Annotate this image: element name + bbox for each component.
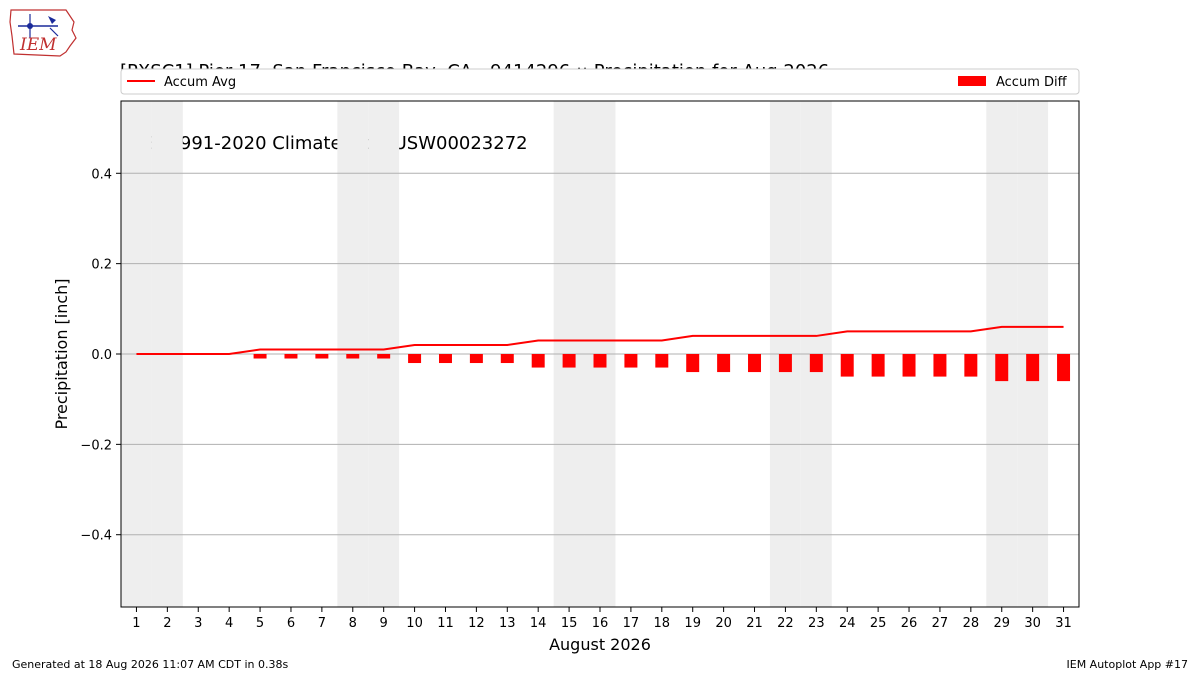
accum-diff-bar-day-24 (840, 354, 854, 377)
x-tick-label-3: 3 (194, 616, 202, 631)
x-tick-label-25: 25 (870, 616, 887, 631)
x-tick-label-8: 8 (349, 616, 357, 631)
x-tick-label-31: 31 (1055, 616, 1072, 631)
accum-diff-bar-day-18 (655, 354, 669, 368)
accum-diff-bar-day-9 (377, 354, 391, 359)
legend: Accum Avg Accum Diff (120, 68, 1080, 95)
x-tick-label-7: 7 (318, 616, 326, 631)
x-tick-label-6: 6 (287, 616, 295, 631)
y-axis-ticks: −0.4 −0.2 0.0 0.2 0.4 (80, 167, 121, 544)
accum-diff-bar-day-31 (1057, 354, 1071, 382)
accum-diff-bar-day-13 (500, 354, 514, 364)
accum-diff-bar-day-26 (902, 354, 916, 377)
x-axis-ticks: 1 2 3 4 5 6 7 8 9 10 11 12 13 14 15 16 17 18 19 20 21 22 23 24 2… (132, 607, 1072, 631)
accum-diff-bar-day-25 (871, 354, 885, 377)
x-tick-label-22: 22 (777, 616, 794, 631)
y-tick-label-1: −0.2 (80, 438, 112, 453)
iem-iowa-logo-icon: IEM (9, 9, 77, 57)
y-tick-label-0: −0.4 (80, 529, 112, 544)
accum-diff-bar-day-6 (284, 354, 298, 359)
accum-diff-bar-day-22 (778, 354, 792, 373)
x-tick-label-19: 19 (684, 616, 701, 631)
legend-swatch-accum-diff (958, 76, 986, 86)
x-tick-label-20: 20 (715, 616, 732, 631)
y-axis-label: Precipitation [inch] (52, 278, 71, 429)
accum-diff-bar-day-29 (995, 354, 1009, 382)
x-axis-label: August 2026 (549, 635, 651, 654)
x-tick-label-11: 11 (437, 616, 454, 631)
accum-diff-bar-day-15 (562, 354, 576, 368)
x-tick-label-9: 9 (380, 616, 388, 631)
x-tick-label-10: 10 (406, 616, 423, 631)
x-tick-label-27: 27 (932, 616, 949, 631)
accum-diff-bar-day-14 (531, 354, 545, 368)
accum-diff-bar-day-7 (315, 354, 329, 359)
accum-diff-bar-day-30 (1026, 354, 1040, 382)
x-tick-label-21: 21 (746, 616, 763, 631)
accum-diff-bar-day-17 (624, 354, 638, 368)
accum-diff-bar-day-12 (469, 354, 483, 364)
y-tick-label-4: 0.4 (91, 167, 112, 182)
accum-diff-bar-day-19 (686, 354, 700, 373)
x-tick-label-15: 15 (561, 616, 578, 631)
accum-diff-bar-day-23 (809, 354, 823, 373)
accum-diff-bars (253, 354, 1071, 382)
legend-label-accum-avg: Accum Avg (164, 75, 236, 90)
accum-diff-bar-day-27 (933, 354, 947, 377)
x-tick-label-12: 12 (468, 616, 485, 631)
generated-timestamp: Generated at 18 Aug 2026 11:07 AM CDT in… (12, 658, 289, 671)
x-tick-label-29: 29 (993, 616, 1010, 631)
accum-diff-bar-day-16 (593, 354, 607, 368)
logo-text: IEM (19, 35, 57, 55)
x-tick-label-1: 1 (132, 616, 140, 631)
x-tick-label-18: 18 (654, 616, 671, 631)
accum-diff-bar-day-8 (346, 354, 360, 359)
y-tick-label-3: 0.2 (91, 258, 112, 273)
x-tick-label-30: 30 (1024, 616, 1041, 631)
x-tick-label-14: 14 (530, 616, 547, 631)
accum-diff-bar-day-11 (438, 354, 452, 364)
x-tick-label-26: 26 (901, 616, 918, 631)
accum-diff-bar-day-21 (748, 354, 762, 373)
x-tick-label-17: 17 (623, 616, 640, 631)
x-tick-label-23: 23 (808, 616, 825, 631)
accum-avg-line (136, 325, 1064, 355)
x-tick-label-16: 16 (592, 616, 609, 631)
accum-diff-bar-day-5 (253, 354, 267, 359)
x-tick-label-13: 13 (499, 616, 516, 631)
legend-label-accum-diff: Accum Diff (996, 75, 1068, 90)
x-tick-label-28: 28 (963, 616, 980, 631)
accum-diff-bar-day-20 (717, 354, 731, 373)
x-tick-label-24: 24 (839, 616, 856, 631)
x-tick-label-4: 4 (225, 616, 233, 631)
app-credit: IEM Autoplot App #17 (1066, 658, 1189, 671)
legend-frame (120, 68, 1080, 95)
accum-diff-bar-day-10 (408, 354, 422, 364)
accum-diff-bar-day-28 (964, 354, 978, 377)
y-tick-label-2: 0.0 (91, 348, 112, 363)
x-tick-label-2: 2 (163, 616, 171, 631)
x-tick-label-5: 5 (256, 616, 264, 631)
